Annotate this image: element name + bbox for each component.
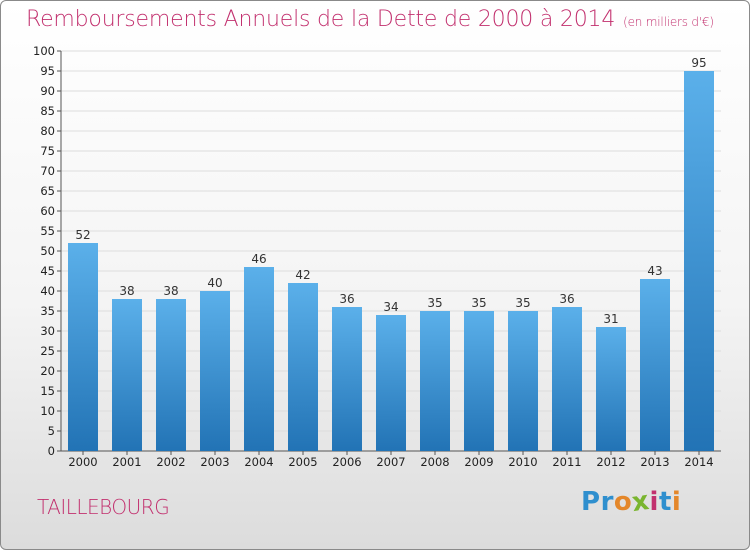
y-tick-label: 50 (40, 244, 55, 258)
y-tick-label: 75 (40, 144, 55, 158)
x-axis-ticks: 2000 2001 2002 2003 2004 2005 2006 2007 2008 2009… (68, 451, 714, 469)
value-labels: 52 38 38 40 46 42 36 34 35 35 35 36 31 43 95 (75, 56, 706, 326)
x-tick-label-2014: 2014 (684, 455, 713, 469)
value-label-2006: 36 (339, 292, 354, 306)
y-tick-label: 60 (40, 204, 55, 218)
y-tick-label: 95 (40, 64, 55, 78)
logo-letter: r (600, 487, 614, 517)
bar-2002 (156, 299, 186, 451)
x-tick-label-2006: 2006 (332, 455, 361, 469)
logo-letter: i (671, 487, 682, 517)
bar-2006 (332, 307, 362, 451)
bars (68, 71, 714, 451)
bar-2007 (376, 315, 406, 451)
y-tick-label: 80 (40, 124, 55, 138)
place-name: TAILLEBOURG (37, 495, 170, 519)
x-tick-label-2001: 2001 (112, 455, 141, 469)
bar-2013 (640, 279, 670, 451)
logo-letter: x (630, 485, 652, 519)
x-tick-label-2008: 2008 (420, 455, 449, 469)
y-tick-label: 5 (48, 424, 55, 438)
value-label-2014: 95 (691, 56, 706, 70)
chart-title: Remboursements Annuels de la Dette de 20… (26, 7, 714, 32)
x-tick-label-2013: 2013 (640, 455, 669, 469)
y-tick-label: 45 (40, 264, 55, 278)
value-label-2001: 38 (119, 284, 134, 298)
bar-2000 (68, 243, 98, 451)
x-tick-label-2000: 2000 (68, 455, 97, 469)
x-tick-label-2011: 2011 (552, 455, 581, 469)
y-tick-label: 10 (40, 404, 55, 418)
bar-2008 (420, 311, 450, 451)
y-tick-label: 70 (40, 164, 55, 178)
x-tick-label-2009: 2009 (464, 455, 493, 469)
value-label-2010: 35 (515, 296, 530, 310)
bar-2014 (684, 71, 714, 451)
y-tick-label: 15 (40, 384, 55, 398)
y-tick-label: 20 (40, 364, 55, 378)
y-tick-label: 35 (40, 304, 55, 318)
bar-2009 (464, 311, 494, 451)
value-label-2008: 35 (427, 296, 442, 310)
y-tick-label: 55 (40, 224, 55, 238)
bar-2001 (112, 299, 142, 451)
value-label-2013: 43 (647, 264, 662, 278)
y-tick-label: 90 (40, 84, 55, 98)
value-label-2009: 35 (471, 296, 486, 310)
value-label-2000: 52 (75, 228, 90, 242)
value-label-2011: 36 (559, 292, 574, 306)
x-tick-label-2003: 2003 (200, 455, 229, 469)
unit-label: (en milliers d'€) (623, 15, 714, 29)
title-text: Remboursements Annuels de la Dette de 20… (26, 7, 616, 32)
logo-letter: P (581, 487, 601, 517)
value-label-2003: 40 (207, 276, 222, 290)
y-tick-label: 100 (33, 44, 55, 58)
x-tick-label-2007: 2007 (376, 455, 405, 469)
y-tick-label: 30 (40, 324, 55, 338)
value-label-2002: 38 (163, 284, 178, 298)
proxiti-logo: Proxiti (581, 485, 682, 519)
value-label-2012: 31 (603, 312, 618, 326)
bar-2010 (508, 311, 538, 451)
y-tick-label: 25 (40, 344, 55, 358)
y-tick-label: 40 (40, 284, 55, 298)
y-axis-ticks: 0 5 10 15 20 25 30 35 40 45 50 55 60 65 70 75 80 85 90 95 10… (33, 44, 721, 458)
bar-2011 (552, 307, 582, 451)
x-tick-label-2005: 2005 (288, 455, 317, 469)
logo-letter: o (613, 487, 633, 517)
x-tick-label-2010: 2010 (508, 455, 537, 469)
value-label-2004: 46 (251, 252, 266, 266)
bar-2003 (200, 291, 230, 451)
y-tick-label: 0 (48, 444, 55, 458)
value-label-2005: 42 (295, 268, 310, 282)
x-tick-label-2004: 2004 (244, 455, 273, 469)
x-tick-label-2002: 2002 (156, 455, 185, 469)
bar-2012 (596, 327, 626, 451)
logo-letter: i (649, 487, 659, 517)
bar-2004 (244, 267, 274, 451)
bar-2005 (288, 283, 318, 451)
value-label-2007: 34 (383, 300, 398, 314)
y-tick-label: 85 (40, 104, 55, 118)
logo-letter: t (658, 487, 672, 517)
y-tick-label: 65 (40, 184, 55, 198)
x-tick-label-2012: 2012 (596, 455, 625, 469)
